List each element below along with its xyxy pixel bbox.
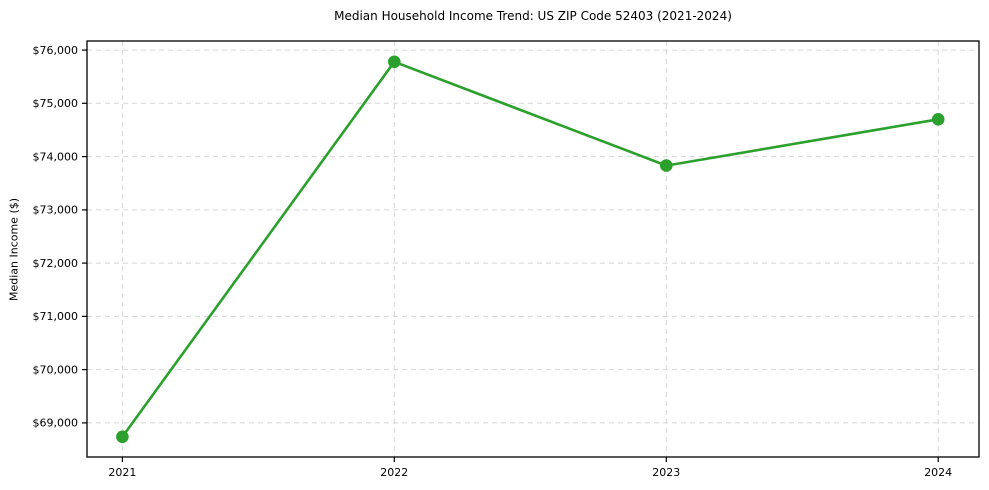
y-tick-label: $72,000 xyxy=(33,257,79,270)
income-line xyxy=(121,60,940,439)
y-tick-label: $73,000 xyxy=(33,204,79,217)
y-tick-label: $74,000 xyxy=(33,150,79,163)
y-tick-label: $75,000 xyxy=(33,97,79,110)
y-tick-label: $76,000 xyxy=(33,44,79,57)
chart-title: Median Household Income Trend: US ZIP Co… xyxy=(334,9,732,23)
data-point-marker xyxy=(116,430,129,444)
x-tick-label: 2023 xyxy=(652,466,680,479)
x-tick-label: 2024 xyxy=(924,466,952,479)
x-tick-label: 2022 xyxy=(380,466,408,479)
y-tick-label: $69,000 xyxy=(33,417,79,430)
data-point-marker xyxy=(388,55,401,69)
data-point-marker xyxy=(660,159,673,172)
y-tick-label: $71,000 xyxy=(33,310,79,323)
data-point-marker xyxy=(931,113,945,126)
plot-frame xyxy=(86,40,980,458)
y-tick-label: $70,000 xyxy=(33,363,79,376)
x-tick-label: 2021 xyxy=(108,466,136,479)
